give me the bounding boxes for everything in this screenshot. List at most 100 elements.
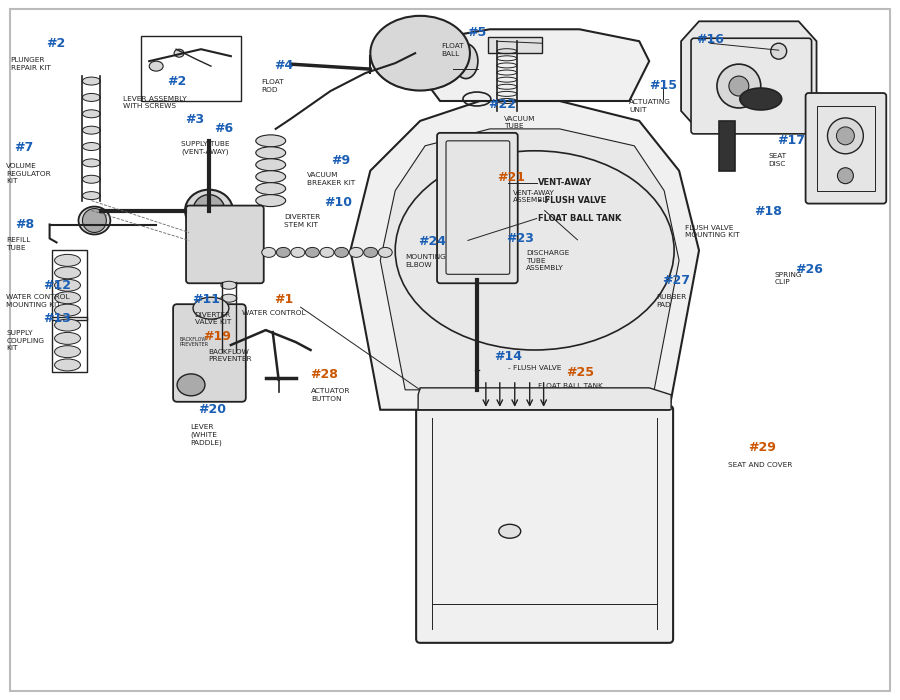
Ellipse shape bbox=[83, 126, 101, 134]
Ellipse shape bbox=[291, 247, 305, 258]
Text: - FLUSH VALVE: - FLUSH VALVE bbox=[508, 365, 562, 371]
Circle shape bbox=[83, 209, 106, 232]
Text: ACTUATING
UNIT: ACTUATING UNIT bbox=[629, 99, 671, 113]
Text: #15: #15 bbox=[650, 78, 678, 92]
Bar bbox=[141, 36, 241, 101]
Bar bbox=[719, 121, 735, 171]
Circle shape bbox=[836, 127, 854, 145]
Ellipse shape bbox=[55, 319, 80, 331]
Circle shape bbox=[838, 168, 853, 183]
Ellipse shape bbox=[256, 147, 285, 159]
Text: #14: #14 bbox=[494, 351, 522, 363]
Text: #13: #13 bbox=[43, 312, 71, 325]
Text: #23: #23 bbox=[506, 232, 534, 245]
Ellipse shape bbox=[83, 77, 101, 85]
Ellipse shape bbox=[256, 195, 285, 206]
Text: VOLUME
REGULATOR
KIT: VOLUME REGULATOR KIT bbox=[6, 163, 51, 184]
Ellipse shape bbox=[335, 247, 348, 258]
Ellipse shape bbox=[499, 524, 521, 538]
Text: SPRING
CLIP: SPRING CLIP bbox=[775, 272, 802, 286]
Circle shape bbox=[717, 64, 760, 108]
Ellipse shape bbox=[83, 192, 101, 199]
Text: ACTUATOR
BUTTON: ACTUATOR BUTTON bbox=[311, 389, 351, 402]
Circle shape bbox=[731, 63, 767, 99]
Ellipse shape bbox=[83, 159, 101, 167]
Ellipse shape bbox=[83, 94, 101, 102]
Ellipse shape bbox=[55, 254, 80, 266]
Text: #25: #25 bbox=[566, 366, 594, 379]
Ellipse shape bbox=[177, 374, 205, 395]
Ellipse shape bbox=[364, 247, 378, 258]
Text: #28: #28 bbox=[310, 368, 338, 381]
Text: DISCHARGE
TUBE
ASSEMBLY: DISCHARGE TUBE ASSEMBLY bbox=[526, 251, 570, 272]
Ellipse shape bbox=[320, 247, 334, 258]
Text: #11: #11 bbox=[193, 293, 220, 306]
Text: #2: #2 bbox=[167, 75, 186, 88]
Text: VENT-AWAY: VENT-AWAY bbox=[537, 178, 592, 187]
Text: #19: #19 bbox=[203, 330, 231, 342]
Text: #20: #20 bbox=[198, 402, 227, 416]
Bar bbox=[51, 317, 87, 372]
FancyBboxPatch shape bbox=[186, 206, 264, 284]
Bar bbox=[488, 37, 542, 53]
Text: - FLUSH VALVE: - FLUSH VALVE bbox=[537, 196, 606, 205]
Ellipse shape bbox=[174, 49, 184, 57]
Text: MOUNTING
ELBOW: MOUNTING ELBOW bbox=[405, 255, 446, 268]
Ellipse shape bbox=[378, 247, 392, 258]
Text: VENT-AWAY
ASSEMBLY: VENT-AWAY ASSEMBLY bbox=[513, 190, 554, 203]
Text: #24: #24 bbox=[418, 235, 446, 248]
Ellipse shape bbox=[193, 298, 229, 319]
Circle shape bbox=[770, 43, 787, 60]
Text: WATER CONTROL
MOUNTING KIT: WATER CONTROL MOUNTING KIT bbox=[6, 294, 70, 308]
Text: PLUNGER
REPAIR KIT: PLUNGER REPAIR KIT bbox=[11, 57, 50, 71]
Text: REFILL
TUBE: REFILL TUBE bbox=[6, 237, 31, 251]
Ellipse shape bbox=[55, 346, 80, 358]
Text: LEVER ASSEMBLY
WITH SCREWS: LEVER ASSEMBLY WITH SCREWS bbox=[122, 95, 186, 109]
Text: FLUSH VALVE
MOUNTING KIT: FLUSH VALVE MOUNTING KIT bbox=[685, 225, 740, 238]
Text: LEVER
(WHITE
PADDLE): LEVER (WHITE PADDLE) bbox=[190, 424, 222, 446]
Text: VACUUM
TUBE: VACUUM TUBE bbox=[504, 116, 536, 130]
Text: BACKFLOW
PREVENTER: BACKFLOW PREVENTER bbox=[208, 349, 252, 362]
Circle shape bbox=[729, 76, 749, 96]
FancyBboxPatch shape bbox=[173, 304, 246, 402]
Text: SEAT AND COVER: SEAT AND COVER bbox=[728, 461, 792, 468]
Circle shape bbox=[827, 118, 863, 154]
Ellipse shape bbox=[220, 346, 237, 354]
Ellipse shape bbox=[262, 247, 275, 258]
Polygon shape bbox=[681, 21, 816, 131]
Polygon shape bbox=[381, 129, 680, 390]
Bar bbox=[51, 251, 87, 320]
Text: #18: #18 bbox=[754, 206, 782, 218]
Text: #16: #16 bbox=[696, 33, 724, 46]
FancyBboxPatch shape bbox=[437, 133, 518, 284]
Ellipse shape bbox=[349, 247, 363, 258]
Ellipse shape bbox=[55, 292, 80, 304]
Ellipse shape bbox=[149, 61, 163, 71]
Ellipse shape bbox=[454, 43, 478, 78]
Text: #29: #29 bbox=[748, 441, 776, 454]
Text: FLOAT BALL TANK: FLOAT BALL TANK bbox=[537, 214, 621, 223]
Text: #1: #1 bbox=[274, 293, 293, 306]
Ellipse shape bbox=[305, 247, 320, 258]
Text: SEAT
DISC: SEAT DISC bbox=[769, 153, 787, 167]
Ellipse shape bbox=[256, 171, 285, 183]
Ellipse shape bbox=[370, 16, 470, 90]
Ellipse shape bbox=[220, 320, 237, 328]
Ellipse shape bbox=[185, 190, 233, 232]
FancyBboxPatch shape bbox=[416, 406, 673, 643]
Ellipse shape bbox=[256, 135, 285, 147]
Text: BACKFLOW
PREVENTER: BACKFLOW PREVENTER bbox=[179, 337, 208, 347]
Ellipse shape bbox=[220, 281, 237, 289]
Text: #3: #3 bbox=[185, 113, 204, 127]
Text: WATER CONTROL: WATER CONTROL bbox=[242, 309, 306, 316]
Ellipse shape bbox=[220, 294, 237, 302]
Text: #2: #2 bbox=[46, 36, 65, 50]
Text: #7: #7 bbox=[14, 141, 34, 154]
Circle shape bbox=[719, 51, 778, 111]
Text: FLOAT
ROD: FLOAT ROD bbox=[262, 80, 284, 93]
Text: #9: #9 bbox=[331, 154, 350, 167]
Text: #6: #6 bbox=[213, 122, 233, 135]
Polygon shape bbox=[350, 101, 699, 410]
Text: FLOAT
BALL: FLOAT BALL bbox=[441, 43, 464, 57]
FancyBboxPatch shape bbox=[691, 38, 812, 134]
